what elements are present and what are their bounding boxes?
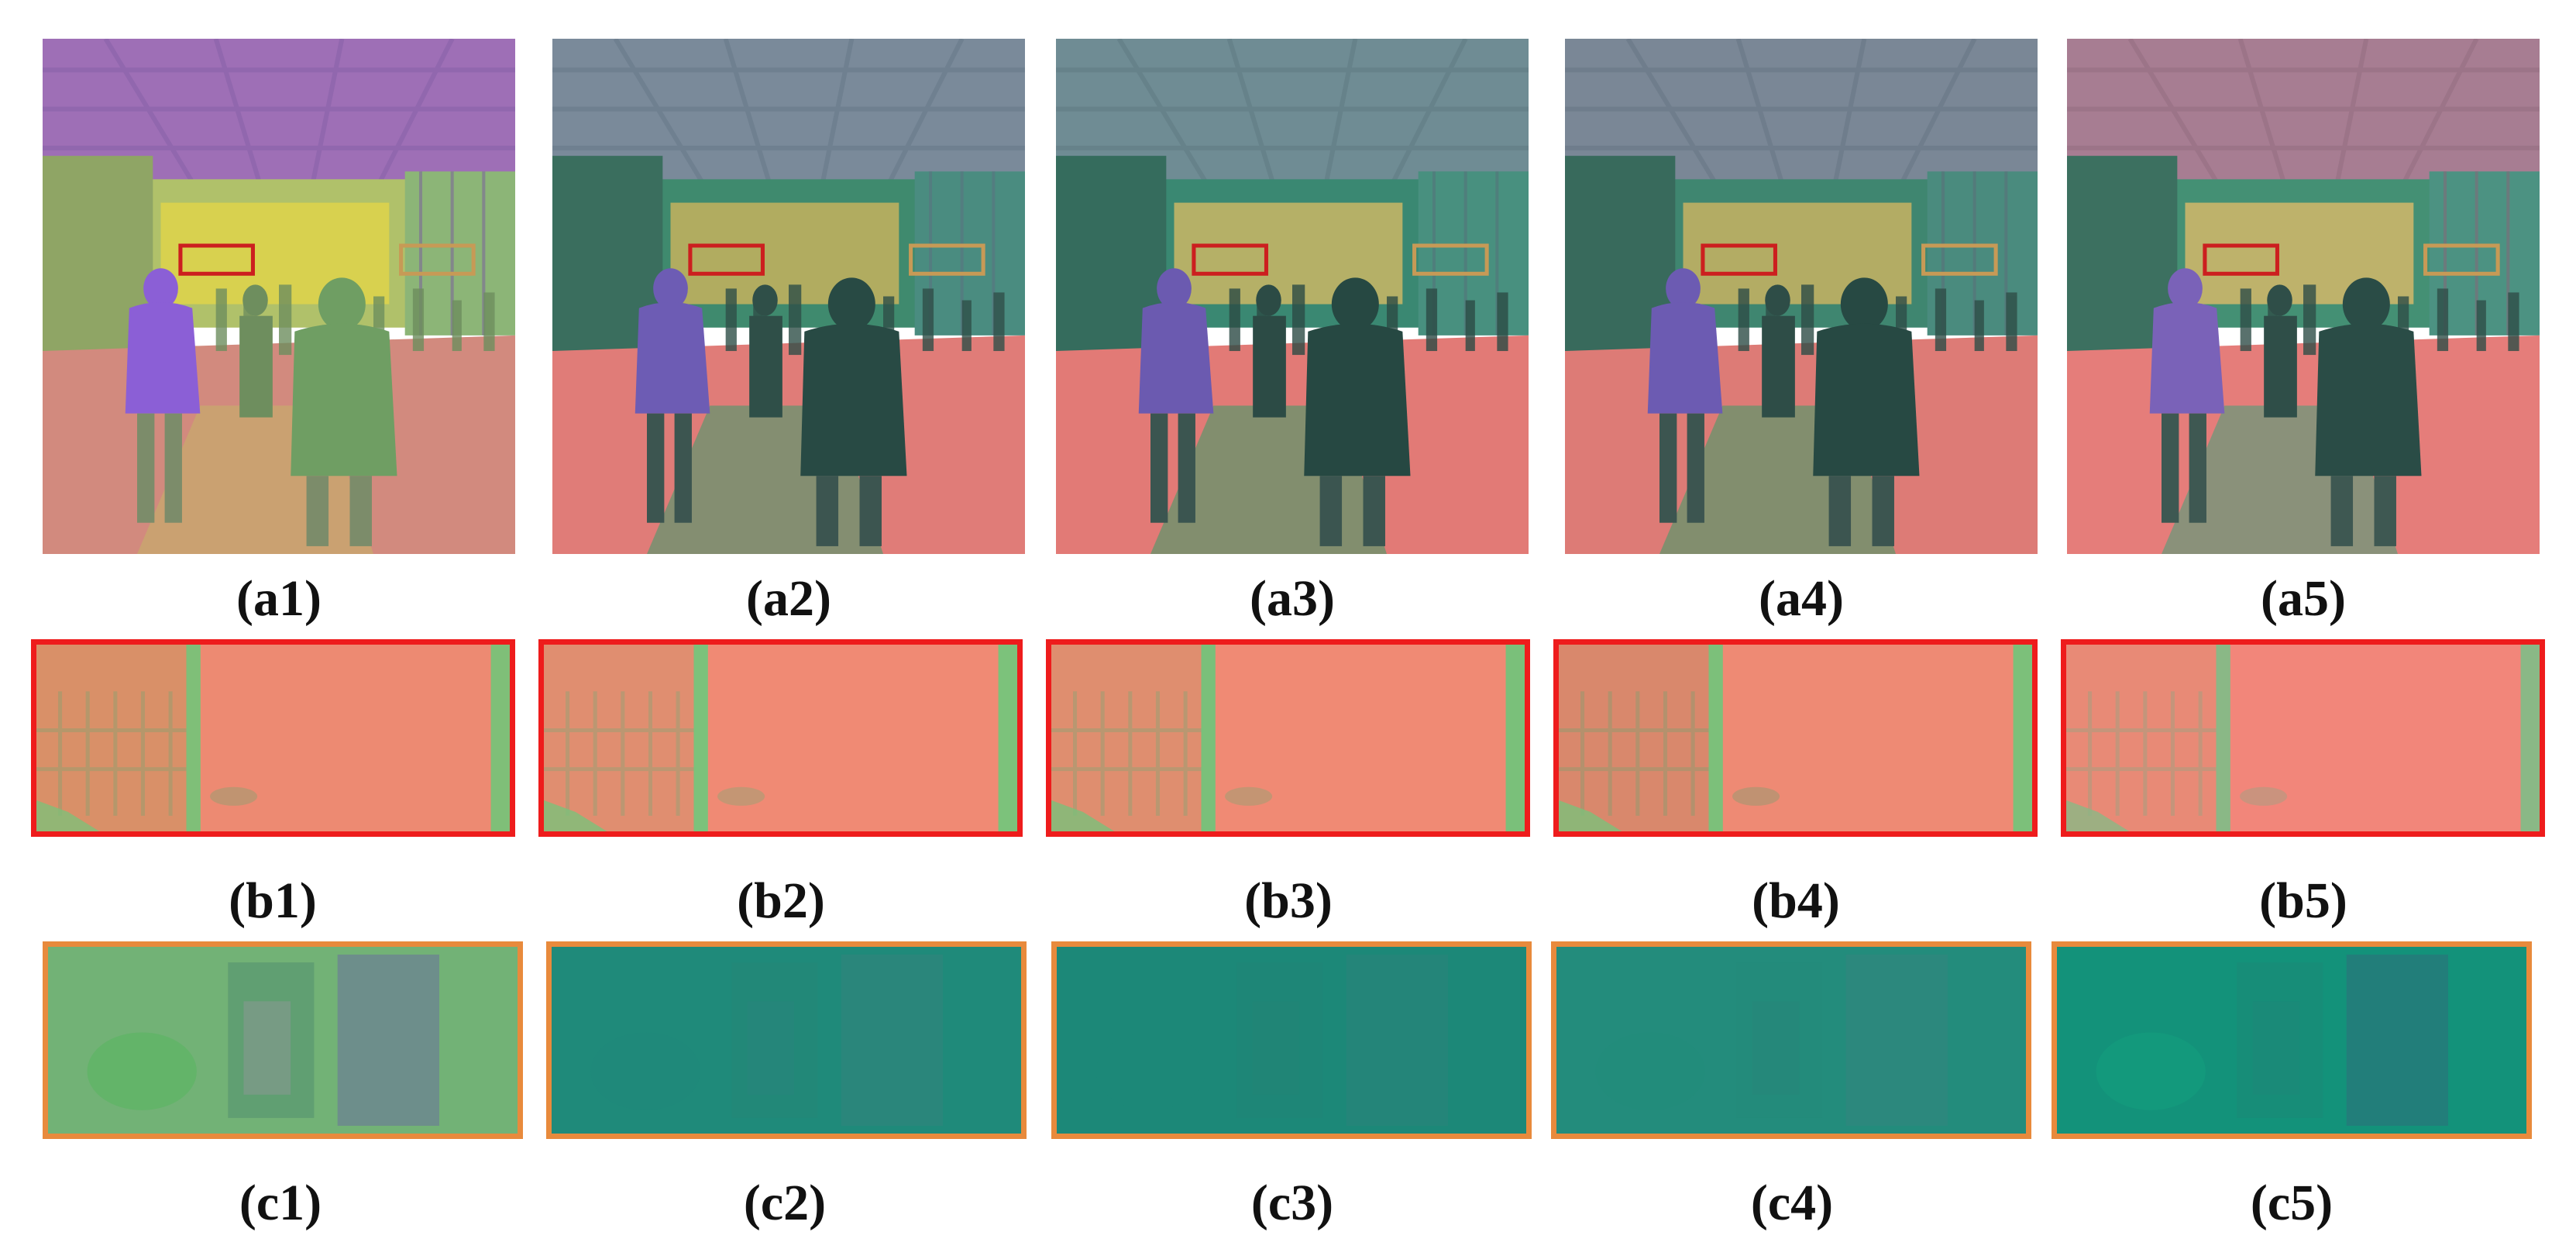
label-b3: (b3) [1244, 872, 1333, 929]
crop-c1 [43, 941, 523, 1139]
label-a2: (a2) [746, 570, 831, 627]
crop-c5 [2052, 941, 2532, 1139]
label-a3: (a3) [1250, 570, 1335, 627]
label-c5: (c5) [2250, 1175, 2334, 1231]
label-a1: (a1) [236, 570, 322, 627]
image-a4 [1565, 39, 2038, 554]
label-b4: (b4) [1752, 872, 1840, 929]
image-a1 [43, 39, 515, 554]
label-c3: (c3) [1250, 1175, 1334, 1231]
label-a5: (a5) [2261, 570, 2346, 627]
crop-c4 [1551, 941, 2031, 1139]
image-a2 [552, 39, 1025, 554]
label-c2: (c2) [743, 1175, 827, 1231]
label-b2: (b2) [737, 872, 825, 929]
image-a5 [2067, 39, 2540, 554]
label-c1: (c1) [239, 1175, 322, 1231]
crop-b3 [1046, 639, 1530, 837]
crop-b2 [538, 639, 1023, 837]
label-b1: (b1) [229, 872, 317, 929]
crop-b4 [1553, 639, 2038, 837]
image-a3 [1056, 39, 1529, 554]
label-c4: (c4) [1750, 1175, 1834, 1231]
label-b5: (b5) [2259, 872, 2347, 929]
crop-b1 [31, 639, 515, 837]
label-a4: (a4) [1759, 570, 1844, 627]
crop-c2 [546, 941, 1027, 1139]
crop-c3 [1051, 941, 1532, 1139]
crop-b5 [2061, 639, 2545, 837]
